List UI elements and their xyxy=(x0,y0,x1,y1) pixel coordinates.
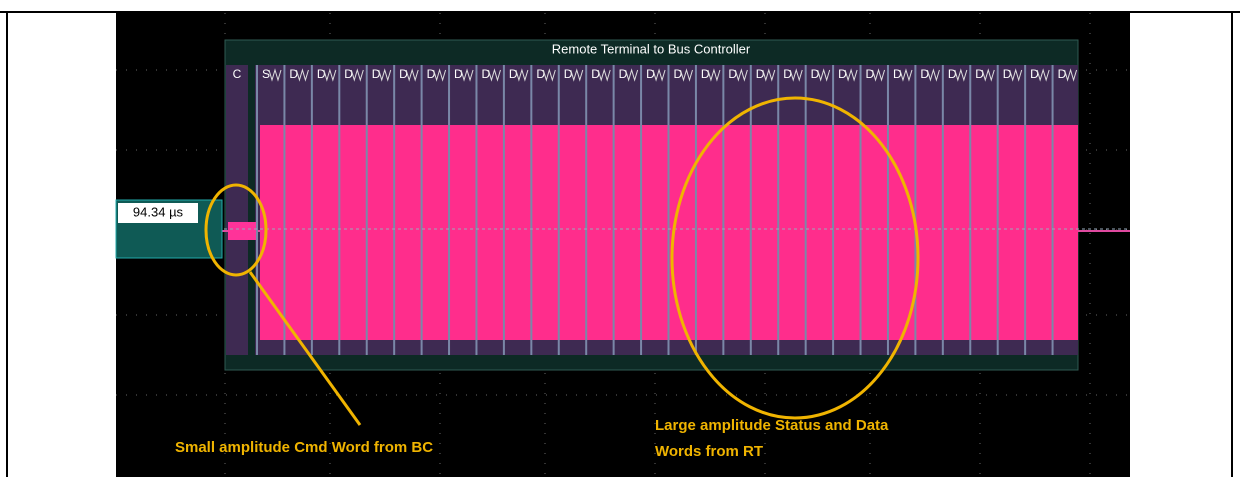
screenshot: Remote Terminal to Bus Controller C S D D D… xyxy=(0,0,1240,477)
word-label: D xyxy=(1058,67,1067,81)
annotation-large: Large amplitude Status and Data xyxy=(655,417,889,434)
word-label: S xyxy=(262,67,270,81)
word-label: D xyxy=(481,67,490,81)
command-label: C xyxy=(233,67,242,81)
word-label: D xyxy=(728,67,737,81)
word-label: D xyxy=(1003,67,1012,81)
word-label: D xyxy=(646,67,655,81)
word-label: D xyxy=(536,67,545,81)
word-label: D xyxy=(674,67,683,81)
word-label: D xyxy=(619,67,628,81)
word-label: D xyxy=(975,67,984,81)
word-label: D xyxy=(372,67,381,81)
word-label: D xyxy=(948,67,957,81)
word-label: D xyxy=(564,67,573,81)
word-label: D xyxy=(591,67,600,81)
decode-header: Remote Terminal to Bus Controller xyxy=(552,41,751,56)
word-label: D xyxy=(893,67,902,81)
page: Remote Terminal to Bus Controller C S D D D… xyxy=(0,0,1240,482)
annotation-small: Small amplitude Cmd Word from BC xyxy=(175,439,433,456)
word-label: D xyxy=(399,67,408,81)
command-column xyxy=(226,65,248,355)
small-burst xyxy=(228,222,256,240)
word-label: D xyxy=(317,67,326,81)
word-label: D xyxy=(838,67,847,81)
cursor-readout: 94.34 µs xyxy=(133,204,184,219)
word-label: D xyxy=(344,67,353,81)
word-label: D xyxy=(756,67,765,81)
word-label: D xyxy=(427,67,436,81)
word-label: D xyxy=(1030,67,1039,81)
word-label: D xyxy=(509,67,518,81)
word-label: D xyxy=(701,67,710,81)
word-label: D xyxy=(454,67,463,81)
word-label: D xyxy=(811,67,820,81)
word-label: D xyxy=(866,67,875,81)
annotation-large: Words from RT xyxy=(655,443,763,460)
word-label: D xyxy=(783,67,792,81)
word-label: D xyxy=(920,67,929,81)
word-label: D xyxy=(289,67,298,81)
